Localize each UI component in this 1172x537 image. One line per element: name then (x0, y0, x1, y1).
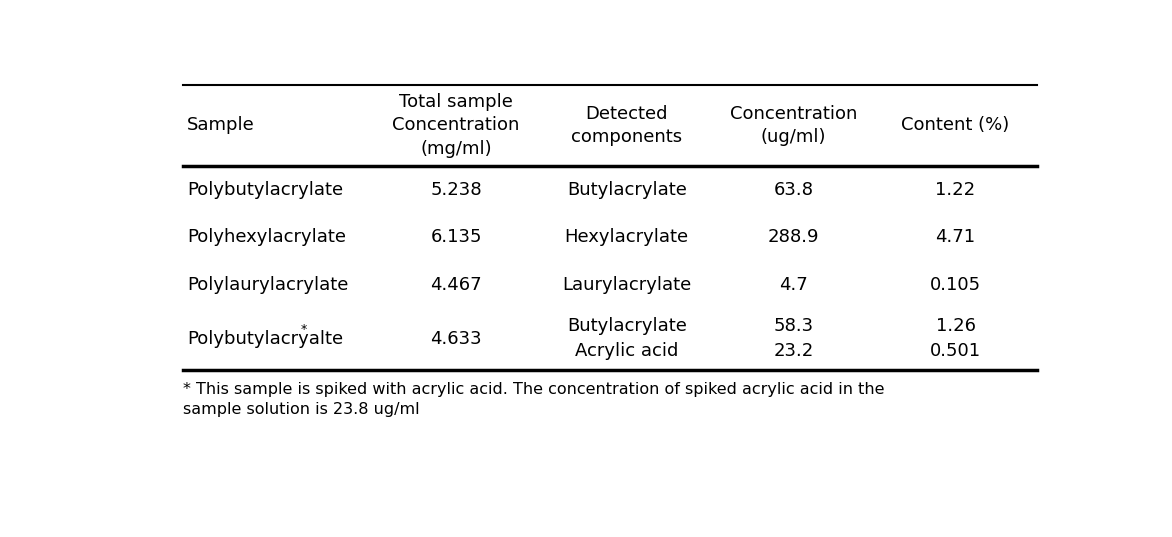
Text: 0.105: 0.105 (929, 275, 981, 294)
Text: Polybutylacrylate: Polybutylacrylate (188, 180, 343, 199)
Text: 1.26
0.501: 1.26 0.501 (929, 317, 981, 360)
Text: Content (%): Content (%) (901, 117, 1009, 134)
Text: Polyhexylacrylate: Polyhexylacrylate (188, 228, 347, 246)
Text: 4.467: 4.467 (430, 275, 482, 294)
Text: Sample: Sample (188, 117, 255, 134)
Text: Laurylacrylate: Laurylacrylate (563, 275, 691, 294)
Text: Detected
components: Detected components (571, 105, 682, 146)
Text: * This sample is spiked with acrylic acid. The concentration of spiked acrylic a: * This sample is spiked with acrylic aci… (183, 382, 885, 417)
Text: Polybutylacryalte: Polybutylacryalte (188, 330, 343, 348)
Text: 5.238: 5.238 (430, 180, 482, 199)
Text: 4.7: 4.7 (779, 275, 808, 294)
Text: Butylacrylate
Acrylic acid: Butylacrylate Acrylic acid (567, 317, 687, 360)
Text: 1.22: 1.22 (935, 180, 975, 199)
Text: Total sample
Concentration
(mg/ml): Total sample Concentration (mg/ml) (393, 93, 519, 158)
Text: Polylaurylacrylate: Polylaurylacrylate (188, 275, 349, 294)
Text: 4.71: 4.71 (935, 228, 975, 246)
Text: *: * (301, 323, 307, 336)
Text: 58.3
23.2: 58.3 23.2 (774, 317, 813, 360)
Text: Butylacrylate: Butylacrylate (567, 180, 687, 199)
Text: Concentration
(ug/ml): Concentration (ug/ml) (730, 105, 857, 146)
Text: 4.633: 4.633 (430, 330, 482, 348)
Text: 63.8: 63.8 (774, 180, 813, 199)
Text: 288.9: 288.9 (768, 228, 819, 246)
Text: Hexylacrylate: Hexylacrylate (565, 228, 689, 246)
Text: 6.135: 6.135 (430, 228, 482, 246)
